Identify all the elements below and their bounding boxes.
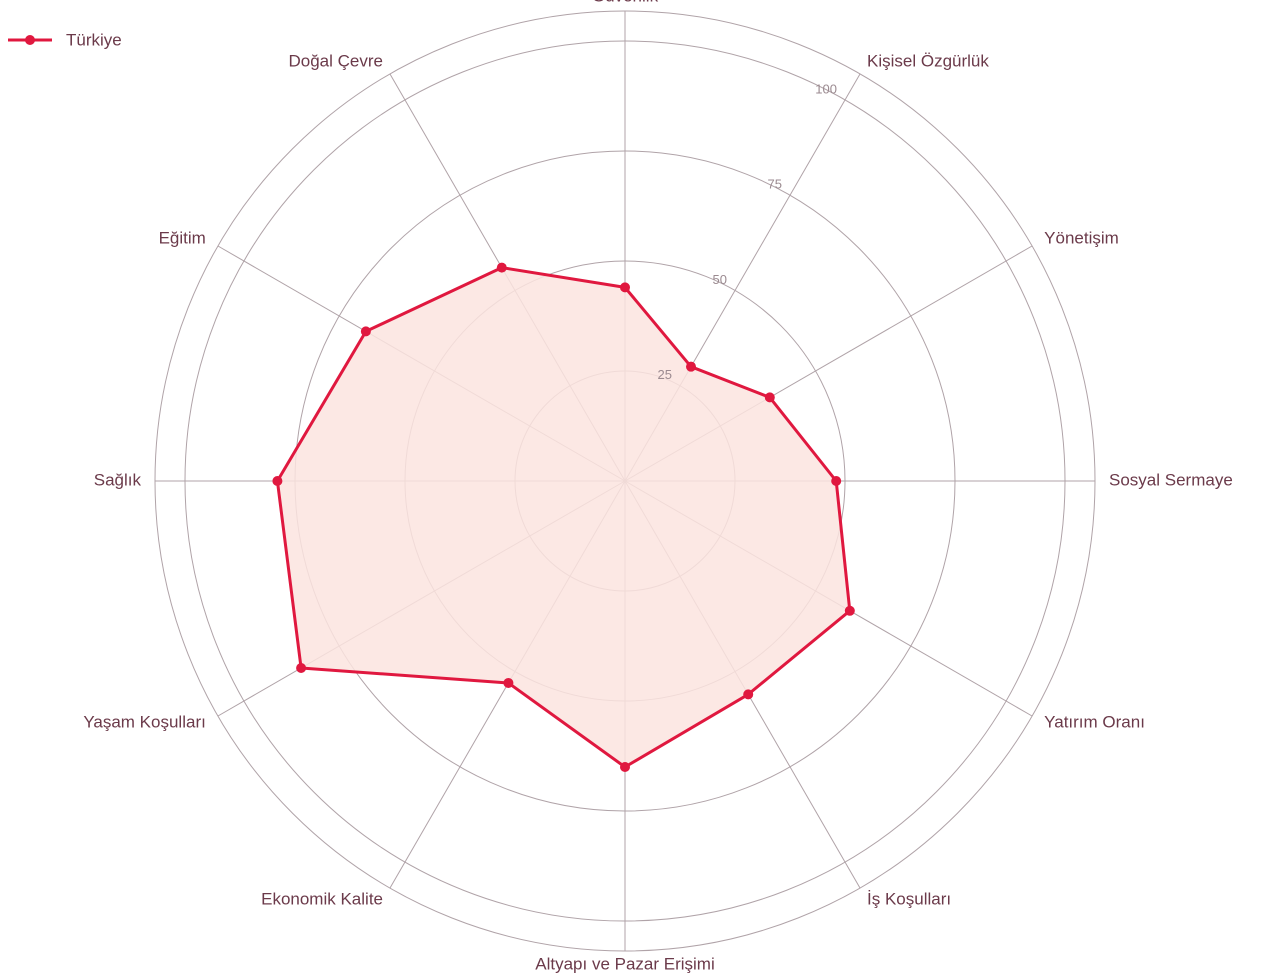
radar-point	[503, 677, 514, 688]
radar-point	[831, 476, 842, 486]
radar-point	[686, 361, 696, 372]
radar-point	[764, 392, 775, 403]
tick-label: 25	[658, 367, 672, 382]
radar-point	[360, 326, 371, 337]
tick-label: 100	[815, 81, 837, 96]
radar-point	[496, 262, 507, 273]
axis-label: Kişisel Özgürlük	[867, 51, 989, 70]
axis-label: Yönetişim	[1044, 228, 1119, 247]
axis-label: Doğal Çevre	[289, 51, 384, 70]
legend-marker	[25, 35, 35, 45]
axis-label: Sağlık	[94, 470, 142, 489]
radar-point	[844, 605, 855, 616]
axis-label: Ekonomik Kalite	[261, 890, 383, 909]
radar-point	[296, 663, 307, 673]
axis-label: Eğitim	[159, 228, 206, 247]
axis-label: Güvenlik	[592, 0, 659, 5]
axis-label: Sosyal Sermaye	[1109, 470, 1233, 489]
radar-point	[620, 282, 630, 293]
radar-point	[620, 762, 630, 772]
radar-point	[272, 476, 283, 486]
legend-label: Türkiye	[66, 30, 122, 49]
radar-area	[277, 267, 850, 767]
axis-label: Yaşam Koşulları	[83, 712, 206, 731]
axis-label: Altyapı ve Pazar Erişimi	[535, 954, 715, 973]
axis-label: Yatırım Oranı	[1044, 712, 1145, 731]
tick-label: 50	[713, 272, 727, 287]
radar-point	[743, 689, 754, 700]
axis-label: İş Koşulları	[867, 890, 951, 909]
tick-label: 75	[768, 177, 782, 192]
